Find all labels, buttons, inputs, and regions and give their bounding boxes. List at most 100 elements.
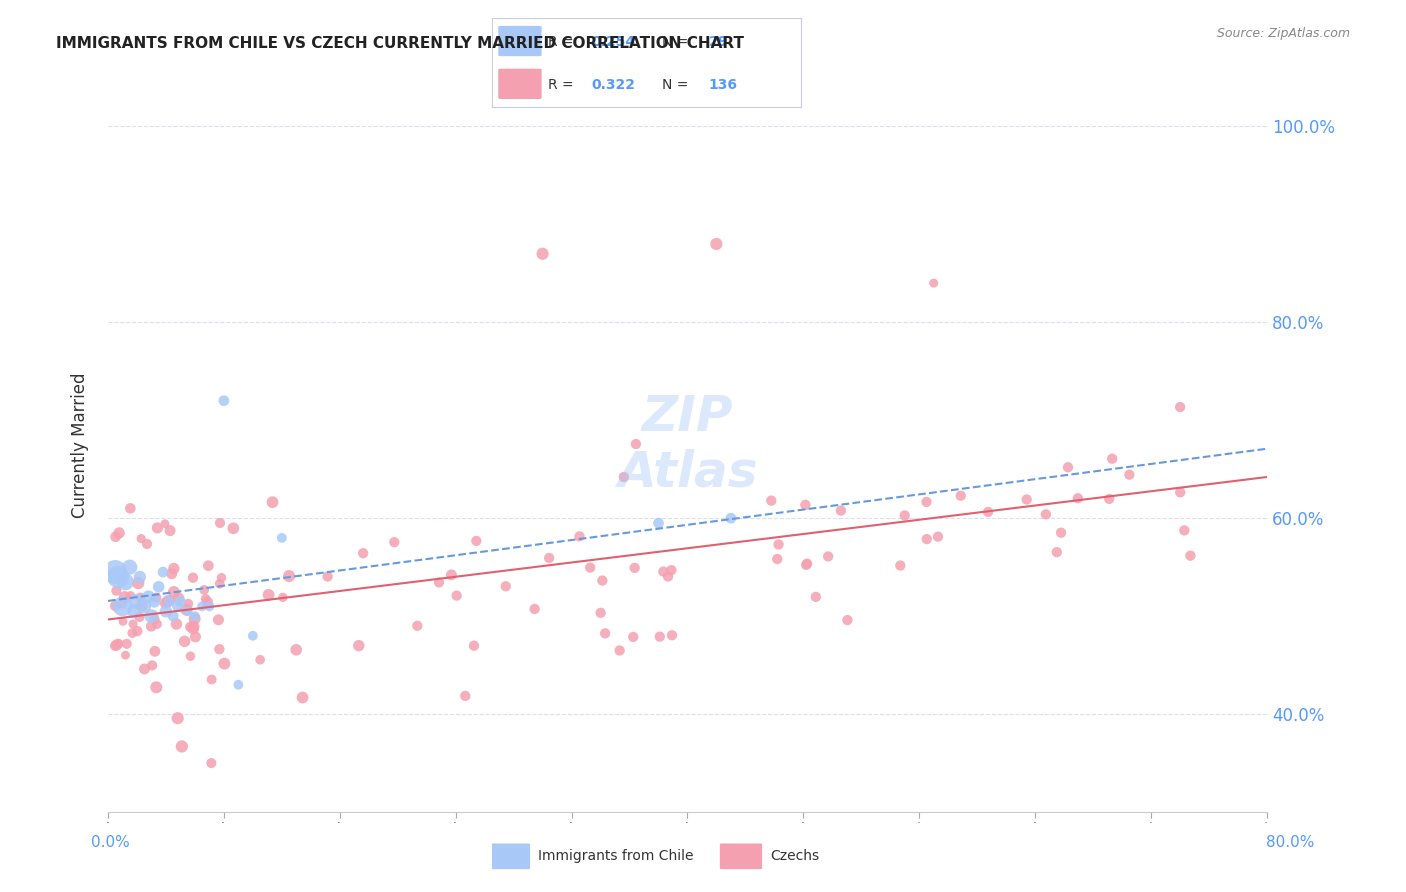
- Point: [222, 521, 245, 535]
- Point: [568, 529, 591, 543]
- Point: [796, 557, 818, 571]
- Point: [143, 594, 166, 608]
- Point: [134, 662, 156, 676]
- Point: [463, 639, 485, 653]
- Point: [177, 597, 200, 611]
- Text: 136: 136: [709, 78, 738, 92]
- Point: [889, 558, 911, 573]
- Point: [446, 589, 468, 603]
- Point: [127, 576, 149, 591]
- Point: [194, 591, 217, 606]
- Text: 0.0%: 0.0%: [91, 836, 131, 850]
- Point: [454, 689, 477, 703]
- Point: [179, 649, 201, 664]
- Point: [977, 505, 1000, 519]
- Text: 0.254: 0.254: [591, 35, 636, 49]
- Point: [145, 681, 167, 695]
- FancyBboxPatch shape: [488, 844, 530, 869]
- Point: [1101, 451, 1123, 466]
- Point: [523, 602, 546, 616]
- Point: [104, 530, 127, 544]
- Point: [316, 569, 339, 583]
- Point: [129, 532, 152, 546]
- Point: [183, 619, 205, 633]
- Text: IMMIGRANTS FROM CHILE VS CZECH CURRENTLY MARRIED CORRELATION CHART: IMMIGRANTS FROM CHILE VS CZECH CURRENTLY…: [56, 36, 744, 51]
- Point: [720, 511, 742, 525]
- Text: Source: ZipAtlas.com: Source: ZipAtlas.com: [1216, 27, 1350, 40]
- Point: [105, 583, 128, 598]
- Point: [621, 630, 644, 644]
- FancyBboxPatch shape: [720, 844, 762, 869]
- Text: 80.0%: 80.0%: [1267, 836, 1315, 850]
- Point: [609, 643, 631, 657]
- Point: [291, 690, 314, 705]
- Point: [125, 594, 148, 608]
- Point: [347, 639, 370, 653]
- Point: [278, 569, 301, 583]
- Point: [427, 575, 450, 590]
- Point: [104, 599, 127, 613]
- Text: R =: R =: [548, 78, 574, 92]
- Point: [104, 565, 127, 579]
- Point: [146, 521, 169, 535]
- Point: [183, 612, 205, 626]
- Point: [1180, 549, 1202, 563]
- Point: [249, 653, 271, 667]
- Point: [176, 603, 198, 617]
- Point: [155, 604, 177, 618]
- Point: [440, 567, 463, 582]
- Point: [163, 561, 186, 575]
- Point: [1173, 524, 1195, 538]
- Text: Immigrants from Chile: Immigrants from Chile: [538, 849, 695, 863]
- Point: [593, 626, 616, 640]
- Point: [111, 597, 134, 611]
- Point: [121, 626, 143, 640]
- Point: [613, 470, 636, 484]
- Point: [208, 642, 231, 657]
- Point: [114, 574, 136, 589]
- Point: [915, 532, 938, 546]
- Text: Czechs: Czechs: [770, 849, 820, 863]
- Point: [122, 617, 145, 632]
- Point: [1050, 525, 1073, 540]
- Point: [197, 558, 219, 573]
- Point: [648, 630, 671, 644]
- Point: [579, 560, 602, 574]
- Point: [155, 596, 177, 610]
- Point: [115, 637, 138, 651]
- Point: [176, 604, 198, 618]
- FancyBboxPatch shape: [498, 26, 541, 56]
- Point: [134, 599, 156, 614]
- Point: [108, 525, 131, 540]
- Point: [122, 604, 145, 618]
- Point: [589, 606, 612, 620]
- Y-axis label: Currently Married: Currently Married: [72, 372, 89, 517]
- Point: [893, 508, 915, 523]
- Point: [761, 493, 783, 508]
- Point: [200, 756, 222, 770]
- Point: [257, 588, 280, 602]
- Point: [1098, 491, 1121, 506]
- Point: [136, 537, 159, 551]
- Text: R =: R =: [548, 35, 574, 49]
- Point: [591, 574, 613, 588]
- Point: [352, 546, 374, 560]
- Point: [129, 591, 152, 605]
- Point: [1015, 492, 1038, 507]
- Point: [211, 571, 233, 585]
- Point: [768, 537, 790, 551]
- Text: ZIP
Atlas: ZIP Atlas: [617, 393, 758, 497]
- Point: [830, 503, 852, 517]
- Point: [212, 393, 235, 408]
- Point: [652, 565, 675, 579]
- Point: [157, 594, 180, 608]
- Point: [794, 498, 817, 512]
- FancyBboxPatch shape: [498, 69, 541, 99]
- Point: [112, 615, 135, 629]
- Point: [167, 591, 190, 606]
- Point: [127, 624, 149, 639]
- Point: [166, 711, 188, 725]
- Point: [107, 570, 129, 584]
- Point: [120, 589, 142, 603]
- Point: [661, 628, 683, 642]
